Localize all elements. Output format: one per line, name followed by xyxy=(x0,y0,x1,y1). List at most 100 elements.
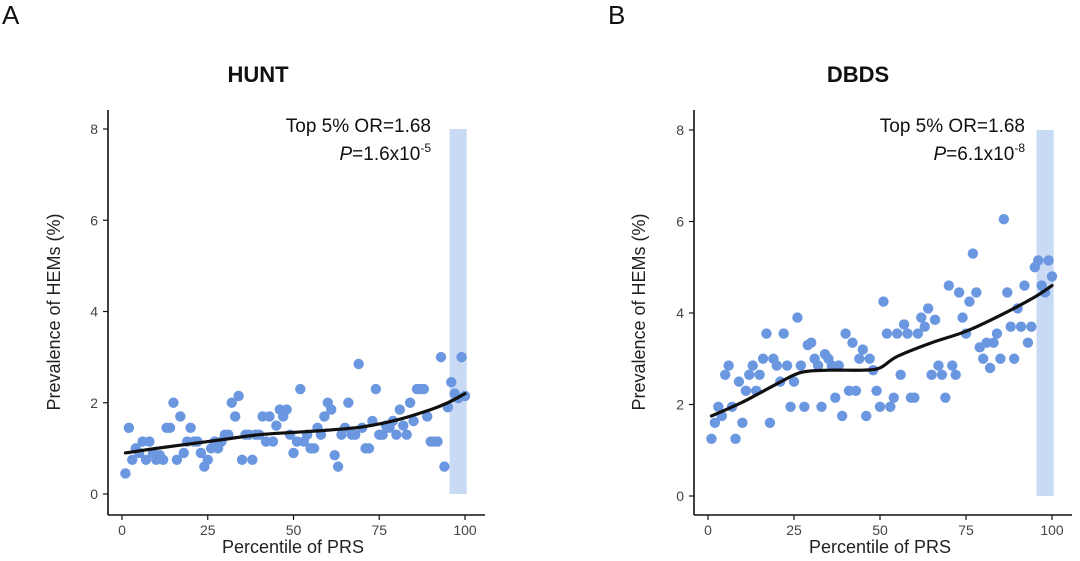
p-text: =6.1x10 xyxy=(946,144,1014,165)
data-point xyxy=(933,360,944,371)
x-tick-label: 75 xyxy=(958,522,974,538)
data-point xyxy=(267,436,279,447)
p-text: =1.6x10 xyxy=(352,144,420,165)
data-point xyxy=(940,392,951,403)
y-tick-label: 0 xyxy=(676,488,684,504)
data-point xyxy=(864,353,875,364)
data-point xyxy=(950,369,961,380)
data-point xyxy=(713,401,724,412)
y-tick-label: 6 xyxy=(90,212,98,228)
data-point xyxy=(847,337,858,348)
data-point xyxy=(439,461,450,472)
x-tick-label: 0 xyxy=(704,522,712,538)
x-tick-label: 25 xyxy=(200,522,216,538)
data-point xyxy=(892,328,903,339)
data-point xyxy=(929,314,941,326)
data-point xyxy=(168,397,179,408)
data-point xyxy=(964,296,975,307)
data-point xyxy=(229,411,241,422)
annotation-p-value: P=6.1x10-8 xyxy=(933,141,1025,165)
data-point xyxy=(706,433,717,445)
data-point xyxy=(233,390,244,402)
data-point xyxy=(912,328,924,339)
data-point xyxy=(947,360,958,371)
data-point xyxy=(288,447,299,459)
y-ticks-group: 0 2 4 6 8 xyxy=(90,121,108,502)
data-point xyxy=(157,454,169,465)
x-axis-label: Percentile of PRS xyxy=(809,537,951,557)
data-point xyxy=(840,328,851,339)
y-tick-label: 2 xyxy=(90,395,98,411)
data-point xyxy=(967,248,979,259)
data-point xyxy=(998,214,1010,225)
trend-line xyxy=(123,392,467,455)
data-point xyxy=(308,443,320,454)
data-point xyxy=(764,417,776,428)
data-point xyxy=(747,360,758,371)
data-point xyxy=(737,417,748,428)
data-point xyxy=(812,360,824,371)
data-point xyxy=(418,383,430,395)
data-point xyxy=(854,353,865,364)
data-point xyxy=(850,385,862,396)
x-tick-label: 0 xyxy=(118,522,126,538)
x-tick-label: 50 xyxy=(286,522,302,538)
data-point xyxy=(398,420,409,431)
data-point xyxy=(391,429,402,440)
annotation-p-value: P=1.6x10-5 xyxy=(339,141,431,165)
data-point xyxy=(140,454,152,465)
data-point xyxy=(957,312,968,323)
data-point xyxy=(370,383,382,395)
data-point xyxy=(1046,271,1058,282)
data-point xyxy=(785,401,796,412)
data-point xyxy=(988,337,999,348)
x-tick-label: 100 xyxy=(1040,522,1064,538)
data-point xyxy=(978,353,989,364)
data-point xyxy=(1033,255,1044,266)
data-point xyxy=(861,410,872,422)
y-tick-label: 8 xyxy=(676,122,684,138)
scatter-points-group xyxy=(120,351,471,479)
data-point xyxy=(922,303,934,314)
data-point xyxy=(902,328,913,339)
data-point xyxy=(871,385,882,396)
data-point xyxy=(830,392,841,403)
data-point xyxy=(404,397,416,408)
y-tick-label: 0 xyxy=(90,486,98,502)
data-point xyxy=(456,351,467,363)
data-point xyxy=(754,369,765,380)
y-axis-label: Prevalence of HEMs (%) xyxy=(629,213,649,410)
y-tick-label: 4 xyxy=(90,304,98,320)
data-point xyxy=(984,362,996,374)
top-5-percent-band xyxy=(1036,130,1054,496)
data-point xyxy=(123,422,135,434)
data-point xyxy=(350,429,361,440)
y-tick-label: 4 xyxy=(676,305,684,321)
data-point xyxy=(329,450,340,461)
data-point xyxy=(792,312,803,323)
data-point xyxy=(326,404,337,415)
data-point xyxy=(723,360,734,371)
data-point xyxy=(836,410,848,422)
data-point xyxy=(195,447,207,459)
data-point xyxy=(446,377,457,388)
data-point xyxy=(401,429,412,440)
p-symbol: P xyxy=(933,144,946,165)
y-tick-label: 8 xyxy=(90,121,98,137)
data-point xyxy=(991,328,1003,339)
data-point xyxy=(833,360,844,371)
data-point xyxy=(394,404,406,415)
trend-line-group xyxy=(709,283,1054,418)
x-tick-label: 50 xyxy=(872,522,888,538)
panel-letter-b: B xyxy=(608,0,625,30)
x-ticks-group: 0 25 50 75 100 xyxy=(704,515,1064,538)
x-tick-label: 100 xyxy=(453,522,477,538)
y-axis-label: Prevalence of HEMs (%) xyxy=(44,213,64,410)
data-point xyxy=(271,420,282,431)
data-point xyxy=(422,411,433,422)
data-point xyxy=(435,351,447,363)
data-point xyxy=(919,321,930,332)
data-point xyxy=(1015,321,1027,332)
highlight-band-group xyxy=(1036,130,1054,496)
data-point xyxy=(377,429,388,440)
